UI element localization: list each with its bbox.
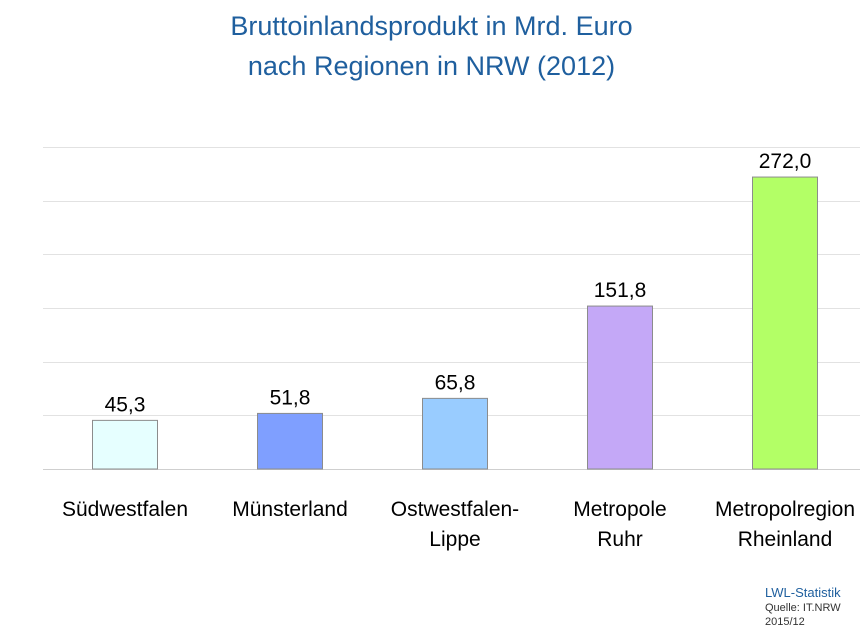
category-label: Rheinland — [738, 528, 833, 551]
category-label: Ostwestfalen- — [391, 498, 519, 521]
category-label: Metropole — [573, 498, 666, 521]
bar — [587, 305, 653, 470]
gridlines — [43, 147, 860, 470]
value-labels: 45,3 51,8 65,8 151,8 272,0 — [105, 150, 812, 416]
category-labels: Südwestfalen Münsterland Ostwestfalen- Lipp… — [62, 498, 855, 551]
bar — [422, 397, 488, 470]
footer: LWL-Statistik Quelle: IT.NRW 2015/12 — [765, 585, 841, 629]
chart-title-line-1: Bruttoinlandsprodukt in Mrd. Euro — [230, 11, 633, 41]
bars — [92, 176, 818, 470]
category-label: Südwestfalen — [62, 498, 188, 521]
footer-org: LWL-Statistik — [765, 585, 841, 600]
category-label: Münsterland — [232, 498, 348, 521]
bar-value-label: 45,3 — [105, 393, 146, 416]
bar — [92, 419, 158, 470]
bar-value-label: 272,0 — [759, 150, 812, 173]
category-label: Lippe — [429, 528, 480, 551]
chart-title: Bruttoinlandsprodukt in Mrd. Euro nach R… — [0, 6, 863, 86]
bar-value-label: 151,8 — [594, 279, 647, 302]
bar — [257, 412, 323, 470]
category-label: Ruhr — [597, 528, 643, 551]
footer-source: Quelle: IT.NRW — [765, 602, 841, 614]
footer-date: 2015/12 — [765, 616, 805, 628]
bar-value-label: 51,8 — [270, 386, 311, 409]
bar-value-label: 65,8 — [435, 371, 476, 394]
chart-title-line-2: nach Regionen in NRW (2012) — [247, 51, 616, 81]
category-label: Metropolregion — [715, 498, 855, 521]
bar — [752, 176, 818, 470]
